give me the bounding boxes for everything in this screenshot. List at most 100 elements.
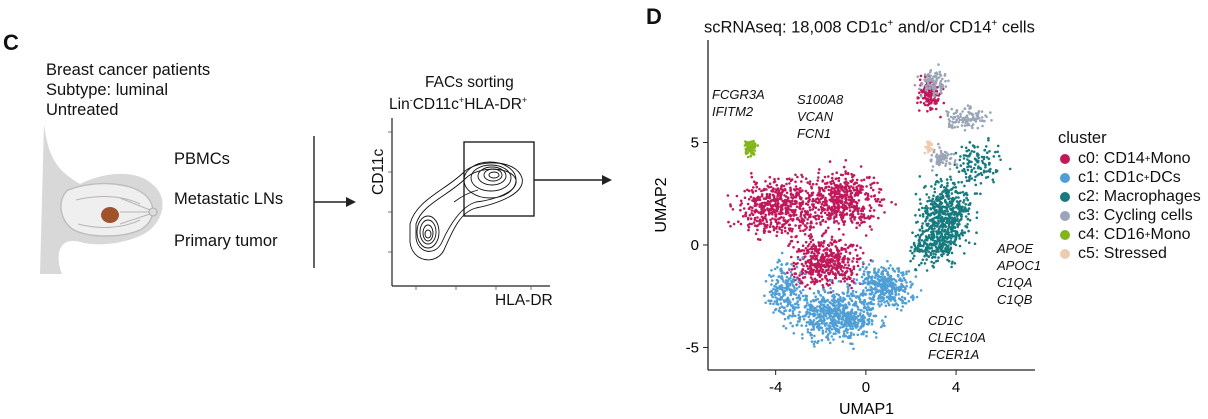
umap-point: [944, 235, 947, 239]
umap-point: [924, 220, 927, 223]
cluster-0-points: [726, 74, 946, 294]
umap-point: [844, 250, 848, 254]
umap-point: [914, 234, 918, 238]
umap-point: [768, 290, 772, 294]
umap-point: [820, 263, 823, 266]
umap-point: [947, 213, 951, 216]
umap-point: [840, 201, 843, 205]
umap-point: [920, 90, 924, 93]
umap-point: [791, 283, 794, 287]
umap-point: [920, 261, 923, 265]
umap-point: [956, 125, 959, 129]
umap-point: [811, 238, 815, 242]
umap-point: [790, 200, 793, 203]
umap-point: [950, 107, 953, 111]
umap-point: [779, 302, 783, 305]
umap-point: [949, 247, 953, 250]
umap-point: [771, 193, 775, 197]
umap-point: [797, 192, 800, 195]
umap-point: [942, 101, 946, 105]
umap-point: [931, 197, 935, 201]
umap-point: [772, 274, 775, 278]
umap-point: [831, 258, 834, 261]
facs-y-label: CD11c: [370, 148, 387, 195]
umap-point: [768, 194, 771, 198]
umap-point: [886, 259, 889, 263]
annotation-cd14-genes: S100A8 VCAN FCN1: [797, 91, 843, 142]
umap-point: [963, 206, 967, 209]
umap-point: [774, 214, 777, 218]
umap-point: [809, 213, 812, 216]
umap-point: [851, 322, 855, 325]
umap-point: [842, 220, 846, 224]
umap-point: [959, 115, 962, 118]
umap-point: [817, 273, 820, 276]
umap-point: [855, 244, 859, 247]
umap-point: [870, 195, 873, 198]
umap-point: [852, 267, 856, 271]
umap-point: [960, 217, 963, 221]
umap-point: [847, 336, 850, 340]
umap-point: [924, 78, 928, 82]
umap-point: [849, 315, 852, 318]
umap-point: [967, 229, 970, 233]
umap-point: [954, 159, 957, 162]
umap-point: [963, 128, 967, 132]
umap-point: [956, 114, 959, 118]
umap-point: [926, 151, 930, 154]
umap-point: [944, 247, 947, 250]
umap-point: [819, 211, 823, 215]
umap-point: [857, 192, 861, 195]
umap-point: [776, 297, 779, 301]
umap-point: [927, 227, 931, 230]
umap-point: [936, 217, 939, 220]
umap-point: [753, 218, 757, 222]
umap-point: [843, 276, 847, 280]
umap-point: [930, 246, 934, 250]
umap-point: [789, 293, 792, 297]
umap-point: [770, 283, 773, 286]
umap-point: [865, 302, 869, 306]
umap-point: [819, 221, 822, 224]
gene-label: CLEC10A: [928, 330, 986, 345]
umap-point: [928, 83, 931, 87]
umap-point: [843, 193, 846, 196]
umap-point: [829, 248, 833, 252]
umap-point: [880, 266, 883, 269]
umap-point: [844, 248, 847, 251]
umap-point: [836, 195, 840, 199]
umap-point: [951, 224, 954, 227]
umap-point: [845, 266, 848, 270]
umap-point: [846, 282, 849, 286]
umap-point: [745, 147, 748, 151]
umap-point: [946, 237, 949, 241]
umap-point: [931, 206, 935, 209]
umap-point: [841, 211, 844, 215]
umap-point: [944, 190, 947, 193]
umap-point: [947, 218, 951, 221]
umap-point: [809, 273, 813, 276]
umap-point: [866, 192, 870, 196]
umap-point: [956, 225, 959, 229]
umap-point: [961, 110, 964, 113]
umap-point: [809, 254, 813, 258]
umap-point: [822, 239, 826, 243]
umap-point: [767, 213, 771, 216]
umap-point: [845, 270, 848, 274]
umap-point: [996, 144, 1000, 148]
umap-point: [808, 243, 811, 246]
umap-point: [957, 196, 960, 199]
umap-point: [893, 303, 897, 307]
umap-point: [810, 307, 813, 311]
umap-point: [848, 245, 851, 248]
umap-point: [927, 95, 930, 98]
umap-point: [960, 124, 964, 127]
umap-point: [883, 275, 887, 279]
umap-point: [770, 269, 773, 272]
umap-point: [747, 148, 751, 152]
umap-point: [813, 252, 816, 255]
umap-point: [840, 193, 843, 197]
umap-point: [859, 319, 862, 323]
umap-point: [792, 217, 795, 221]
umap-point: [804, 189, 808, 193]
